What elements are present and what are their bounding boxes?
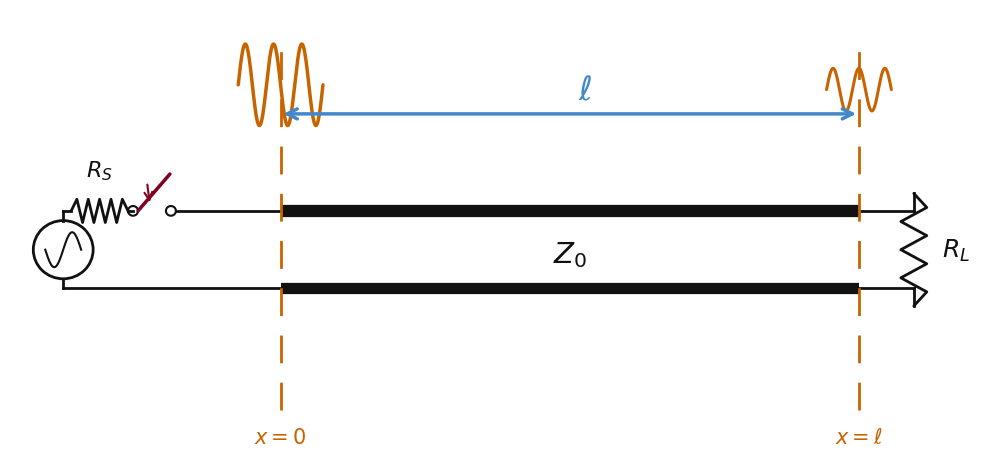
Text: $x=\ell$: $x=\ell$: [834, 427, 882, 447]
Text: $R_S$: $R_S$: [86, 159, 113, 182]
Text: $\ell$: $\ell$: [577, 74, 592, 107]
Text: $x=0$: $x=0$: [254, 427, 307, 447]
Text: $Z_0$: $Z_0$: [552, 240, 587, 270]
Text: $R_L$: $R_L$: [941, 237, 969, 263]
